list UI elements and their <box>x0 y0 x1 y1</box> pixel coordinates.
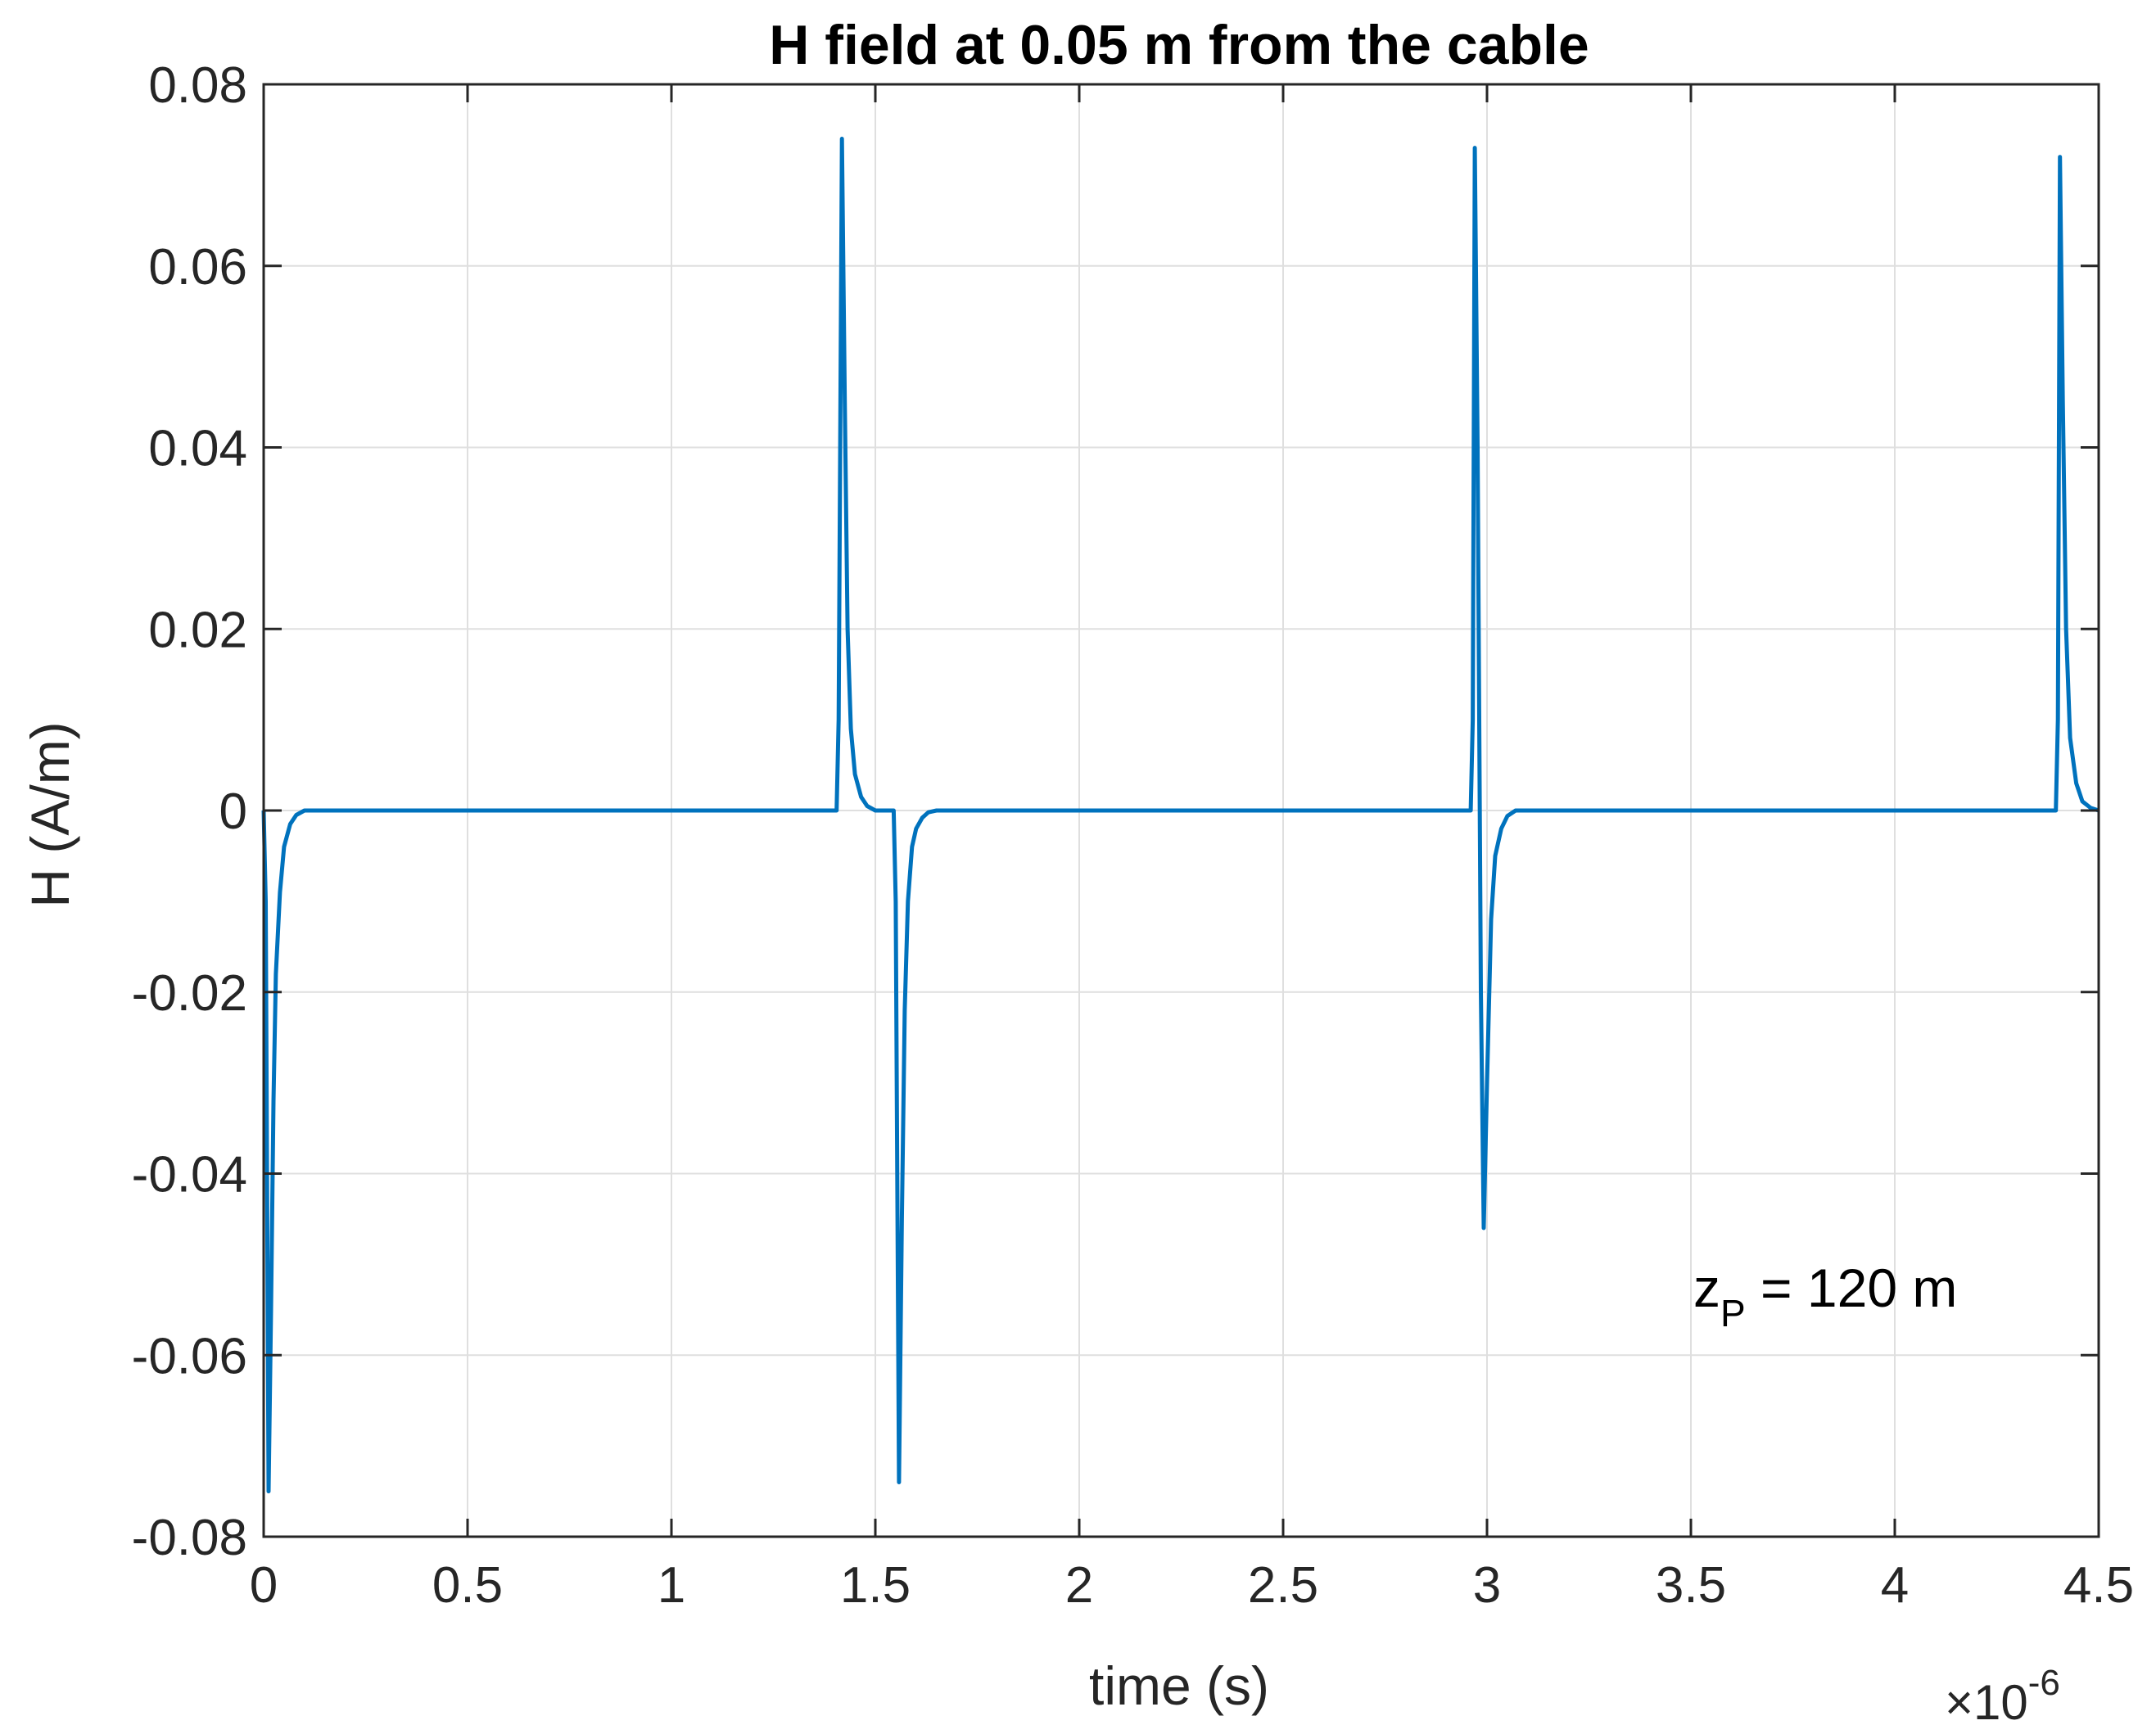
axis-ticks <box>262 83 2100 1538</box>
x-tick-label: 3.5 <box>1656 1557 1726 1614</box>
x-multiplier-base: ×10 <box>1945 1675 2028 1730</box>
x-tick-labels: 0 0.5 1 1.5 2 2.5 3 3.5 4 4.5 <box>250 1557 2134 1614</box>
y-tick-label: -0.06 <box>132 1328 247 1384</box>
x-tick-label: 1.5 <box>840 1557 911 1614</box>
svg-text:zP = 120 m: zP = 120 m <box>1693 1258 1957 1334</box>
x-multiplier-exponent: -6 <box>2028 1663 2060 1703</box>
x-tick-label: 3 <box>1473 1557 1501 1614</box>
y-tick-label: -0.04 <box>132 1147 247 1203</box>
annotation-subscript: P <box>1720 1292 1746 1334</box>
y-tick-label: 0.02 <box>148 602 247 658</box>
y-tick-label: 0.04 <box>148 421 247 477</box>
x-axis-multiplier: ×10-6 <box>1945 1663 2060 1730</box>
annotation-symbol: z <box>1693 1258 1720 1318</box>
series-line-h-field <box>261 137 2100 1494</box>
x-tick-label: 2 <box>1065 1557 1093 1614</box>
x-tick-label: 0 <box>250 1557 278 1614</box>
y-tick-label: 0.08 <box>148 57 247 114</box>
x-tick-label: 1 <box>658 1557 685 1614</box>
y-tick-label: -0.02 <box>132 965 247 1022</box>
y-tick-labels: 0.08 0.06 0.04 0.02 0 -0.02 -0.04 -0.06 -0.08 <box>132 57 247 1566</box>
x-tick-label: 4.5 <box>2063 1557 2134 1614</box>
x-axis-label: time (s) <box>1089 1655 1269 1716</box>
annotation-value: = 120 m <box>1746 1258 1958 1318</box>
x-tick-label: 4 <box>1881 1557 1909 1614</box>
y-tick-label: 0 <box>219 783 247 840</box>
x-tick-label: 0.5 <box>432 1557 503 1614</box>
y-axis-label: H (A/m) <box>20 721 80 907</box>
svg-text:×10-6: ×10-6 <box>1945 1663 2060 1730</box>
x-tick-label: 2.5 <box>1248 1557 1318 1614</box>
y-tick-label: 0.06 <box>148 239 247 296</box>
y-tick-label: -0.08 <box>132 1510 247 1566</box>
annotation-zp: zP = 120 m <box>1693 1258 1957 1334</box>
chart-title: H field at 0.05 m from the cable <box>769 14 1589 76</box>
